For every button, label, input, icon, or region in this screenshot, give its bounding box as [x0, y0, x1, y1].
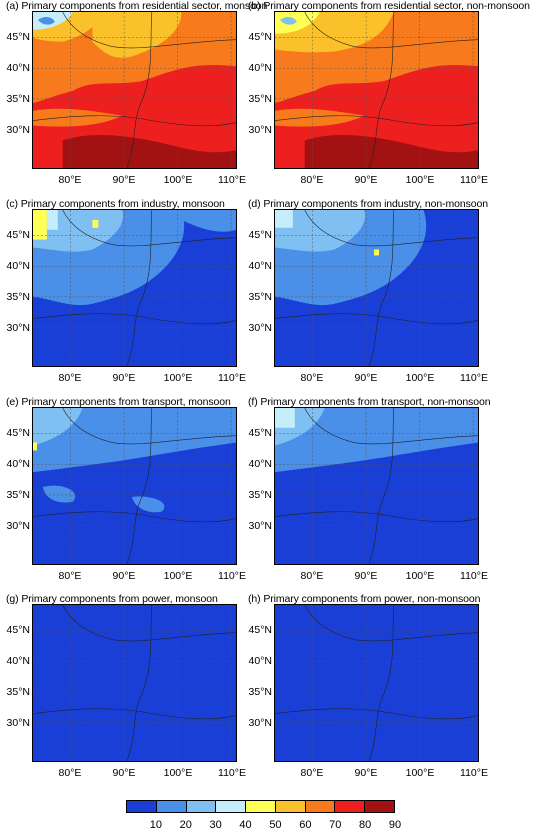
lat-tick-label: 30°N — [240, 124, 272, 136]
lat-tick-label: 40°N — [240, 62, 272, 74]
lat-tick-label: 45°N — [240, 427, 272, 439]
lat-tick-label: 40°N — [240, 260, 272, 272]
colorbar-boxes — [126, 800, 395, 813]
lat-tick-label: 35°N — [0, 489, 30, 501]
lat-tick-label: 30°N — [240, 322, 272, 334]
lon-tick-label: 110°E — [454, 372, 494, 384]
lat-tick-label: 40°N — [0, 458, 30, 470]
lat-tick-label: 35°N — [240, 489, 272, 501]
map-panel: (e) Primary components from transport, m… — [0, 396, 268, 591]
map-panel: (f) Primary components from transport, n… — [242, 396, 510, 591]
lat-tick-label: 45°N — [0, 427, 30, 439]
map-area — [32, 604, 237, 762]
colorbar-label: 30 — [201, 819, 231, 831]
colorbar-label: 60 — [290, 819, 320, 831]
colorbar-box — [127, 801, 157, 812]
lat-tick-label: 30°N — [0, 520, 30, 532]
lon-tick-label: 100°E — [400, 174, 440, 186]
map-area — [274, 209, 479, 367]
lat-tick-label: 45°N — [240, 31, 272, 43]
lon-tick-label: 100°E — [158, 767, 198, 779]
lat-tick-label: 30°N — [0, 124, 30, 136]
lat-tick-label: 35°N — [0, 291, 30, 303]
map-panel: (h) Primary components from power, non-m… — [242, 593, 510, 788]
colorbar-label: 70 — [320, 819, 350, 831]
lat-tick-label: 40°N — [240, 655, 272, 667]
map-area — [32, 11, 237, 169]
lon-tick-label: 80°E — [50, 570, 90, 582]
map-area — [274, 604, 479, 762]
map-panel: (a) Primary components from residential … — [0, 0, 268, 195]
map-panel: (g) Primary components from power, monso… — [0, 593, 268, 788]
lon-tick-label: 90°E — [346, 174, 386, 186]
lon-tick-label: 90°E — [104, 570, 144, 582]
lat-tick-label: 35°N — [240, 93, 272, 105]
colorbar-box — [216, 801, 246, 812]
lat-tick-label: 45°N — [0, 31, 30, 43]
lon-tick-label: 90°E — [346, 570, 386, 582]
lon-tick-label: 100°E — [400, 372, 440, 384]
lon-tick-label: 80°E — [50, 767, 90, 779]
lat-tick-label: 30°N — [240, 520, 272, 532]
lon-tick-label: 110°E — [454, 767, 494, 779]
colorbar-label: 90 — [380, 819, 410, 831]
colorbar-box — [365, 801, 394, 812]
map-area — [274, 11, 479, 169]
lat-tick-label: 45°N — [0, 624, 30, 636]
lon-tick-label: 80°E — [50, 372, 90, 384]
colorbar-box — [246, 801, 276, 812]
lat-tick-label: 35°N — [240, 291, 272, 303]
lon-tick-label: 90°E — [104, 174, 144, 186]
lat-tick-label: 40°N — [0, 260, 30, 272]
lat-tick-label: 40°N — [0, 655, 30, 667]
map-panel: (c) Primary components from industry, mo… — [0, 198, 268, 393]
colorbar-box — [306, 801, 336, 812]
lon-tick-label: 90°E — [346, 767, 386, 779]
lon-tick-label: 100°E — [158, 174, 198, 186]
lat-tick-label: 45°N — [240, 229, 272, 241]
colorbar-box — [157, 801, 187, 812]
lon-tick-label: 90°E — [104, 372, 144, 384]
lon-tick-label: 80°E — [292, 767, 332, 779]
lat-tick-label: 35°N — [0, 93, 30, 105]
lat-tick-label: 30°N — [0, 717, 30, 729]
map-area — [32, 407, 237, 565]
lon-tick-label: 90°E — [346, 372, 386, 384]
lat-tick-label: 30°N — [240, 717, 272, 729]
map-panel: (d) Primary components from industry, no… — [242, 198, 510, 393]
map-panel: (b) Primary components from residential … — [242, 0, 510, 195]
map-area — [32, 209, 237, 367]
lon-tick-label: 100°E — [158, 570, 198, 582]
colorbar-box — [276, 801, 306, 812]
lon-tick-label: 80°E — [292, 372, 332, 384]
lat-tick-label: 35°N — [0, 686, 30, 698]
lon-tick-label: 100°E — [158, 372, 198, 384]
colorbar-label: 50 — [260, 819, 290, 831]
colorbar-label: 80 — [350, 819, 380, 831]
lat-tick-label: 30°N — [0, 322, 30, 334]
lon-tick-label: 100°E — [400, 570, 440, 582]
lon-tick-label: 80°E — [292, 174, 332, 186]
colorbar-label: 40 — [231, 819, 261, 831]
lat-tick-label: 45°N — [0, 229, 30, 241]
colorbar-label: 20 — [171, 819, 201, 831]
lat-tick-label: 40°N — [240, 458, 272, 470]
colorbar-box — [335, 801, 365, 812]
lat-tick-label: 40°N — [0, 62, 30, 74]
lat-tick-label: 45°N — [240, 624, 272, 636]
lon-tick-label: 110°E — [454, 570, 494, 582]
map-area — [274, 407, 479, 565]
colorbar-label: 10 — [141, 819, 171, 831]
lon-tick-label: 90°E — [104, 767, 144, 779]
lat-tick-label: 35°N — [240, 686, 272, 698]
lon-tick-label: 110°E — [454, 174, 494, 186]
lon-tick-label: 100°E — [400, 767, 440, 779]
lon-tick-label: 80°E — [50, 174, 90, 186]
colorbar-box — [187, 801, 217, 812]
lon-tick-label: 80°E — [292, 570, 332, 582]
